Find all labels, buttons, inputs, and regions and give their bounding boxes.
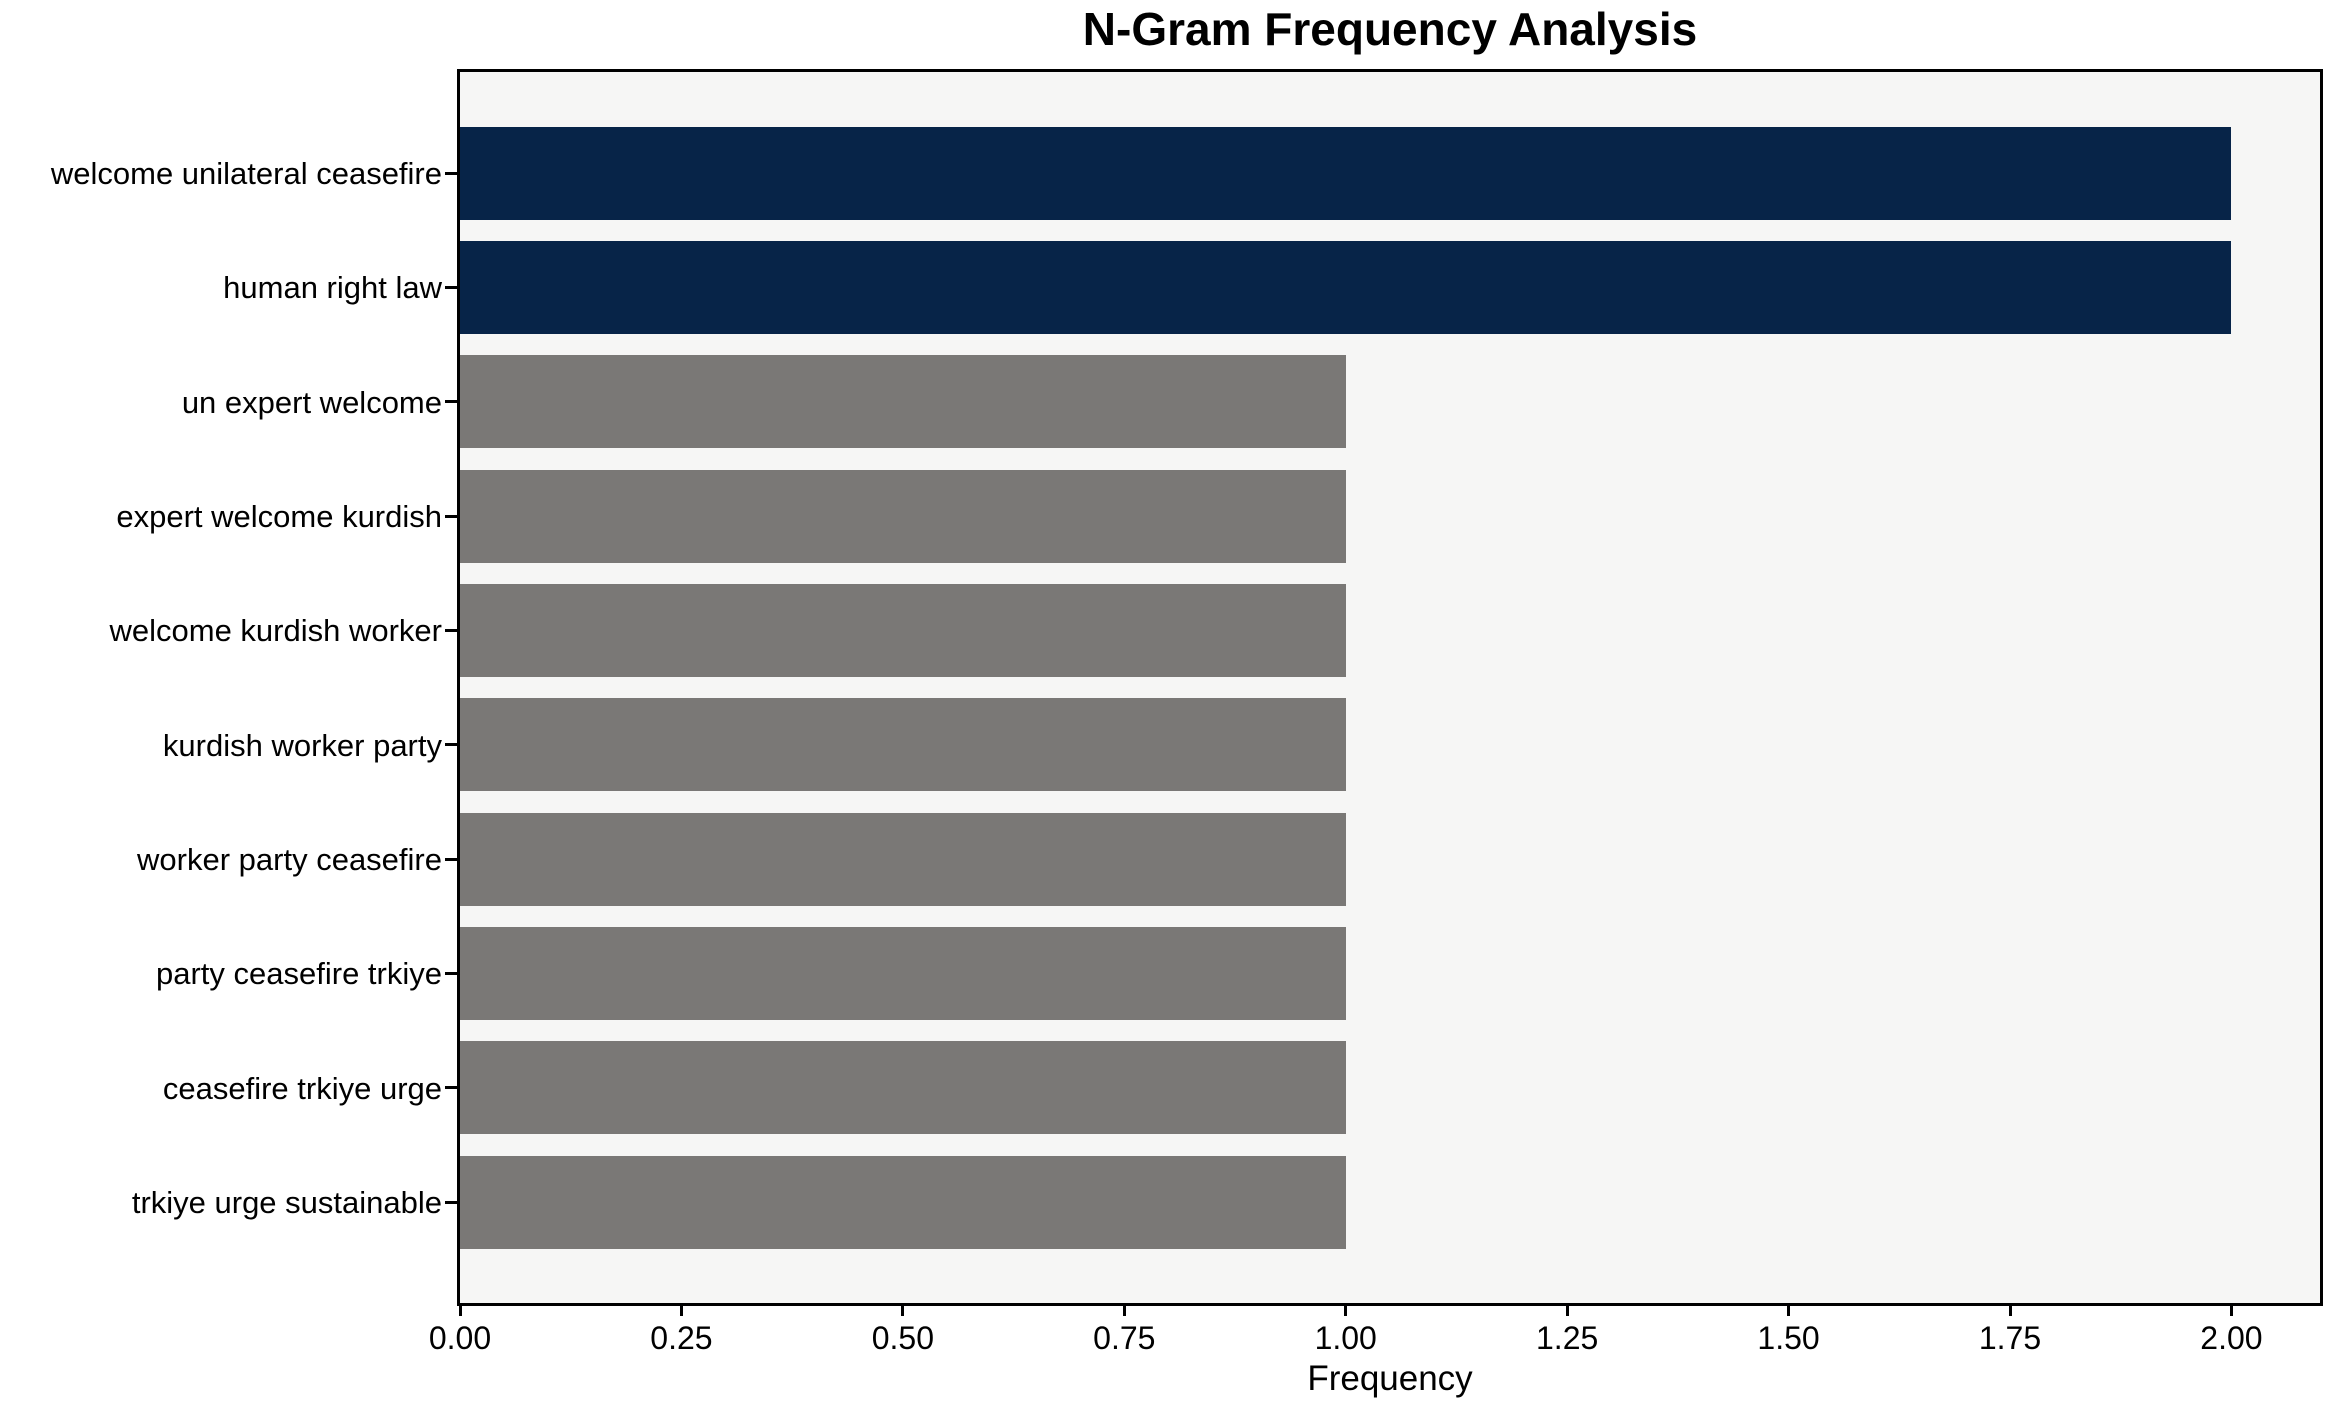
x-tick-mark <box>458 1306 462 1316</box>
y-tick-label: human right law <box>223 270 442 306</box>
y-tick-mark <box>445 628 457 632</box>
x-tick-mark <box>2008 1306 2012 1316</box>
y-tick-label: expert welcome kurdish <box>116 499 442 534</box>
chart-title: N-Gram Frequency Analysis <box>1082 3 1698 55</box>
y-tick-label: party ceasefire trkiye <box>156 956 442 992</box>
x-tick-mark <box>1122 1306 1126 1316</box>
y-tick-mark <box>445 1200 457 1204</box>
bar <box>460 698 1346 792</box>
y-tick-label: un expert welcome <box>181 384 442 420</box>
x-tick-label: 2.00 <box>2200 1320 2263 1356</box>
y-tick-label: welcome unilateral ceasefire <box>50 156 442 191</box>
x-tick-label: 0.75 <box>1093 1320 1156 1356</box>
bar <box>460 469 1346 563</box>
y-tick-label: trkiye urge sustainable <box>131 1185 442 1220</box>
y-tick-mark <box>445 743 457 747</box>
bar <box>460 126 2232 220</box>
y-tick-label: welcome kurdish worker <box>109 613 443 649</box>
y-tick-mark <box>445 1086 457 1090</box>
bar <box>460 240 2232 334</box>
x-tick-label: 0.50 <box>871 1320 934 1356</box>
bar <box>460 355 1346 449</box>
plot-area <box>457 69 2323 1306</box>
y-tick-mark <box>445 857 457 861</box>
x-tick-label: 1.75 <box>1978 1320 2042 1356</box>
bar <box>460 812 1346 906</box>
bar <box>460 1155 1346 1249</box>
x-tick-label: 0.25 <box>650 1320 713 1356</box>
x-tick-mark <box>1565 1306 1569 1316</box>
x-tick-label: 1.25 <box>1536 1320 1599 1356</box>
x-tick-label: 1.50 <box>1757 1320 1820 1356</box>
x-tick-mark <box>2229 1306 2233 1316</box>
x-tick-label: 0.00 <box>428 1320 492 1356</box>
y-tick-mark <box>445 971 457 975</box>
y-tick-mark <box>445 285 457 289</box>
y-tick-label: kurdish worker party <box>162 727 442 763</box>
y-tick-mark <box>445 400 457 404</box>
y-tick-mark <box>445 514 457 518</box>
x-tick-mark <box>901 1306 905 1316</box>
y-tick-label: ceasefire trkiye urge <box>162 1070 442 1106</box>
bar <box>460 1041 1346 1135</box>
x-tick-mark <box>1344 1306 1348 1316</box>
y-tick-mark <box>445 171 457 175</box>
bar <box>460 926 1346 1020</box>
x-tick-mark <box>679 1306 683 1316</box>
bar <box>460 583 1346 677</box>
x-tick-mark <box>1787 1306 1791 1316</box>
x-axis-label: Frequency <box>1307 1359 1473 1398</box>
y-tick-label: worker party ceasefire <box>137 842 442 877</box>
x-tick-label: 1.00 <box>1314 1320 1377 1356</box>
